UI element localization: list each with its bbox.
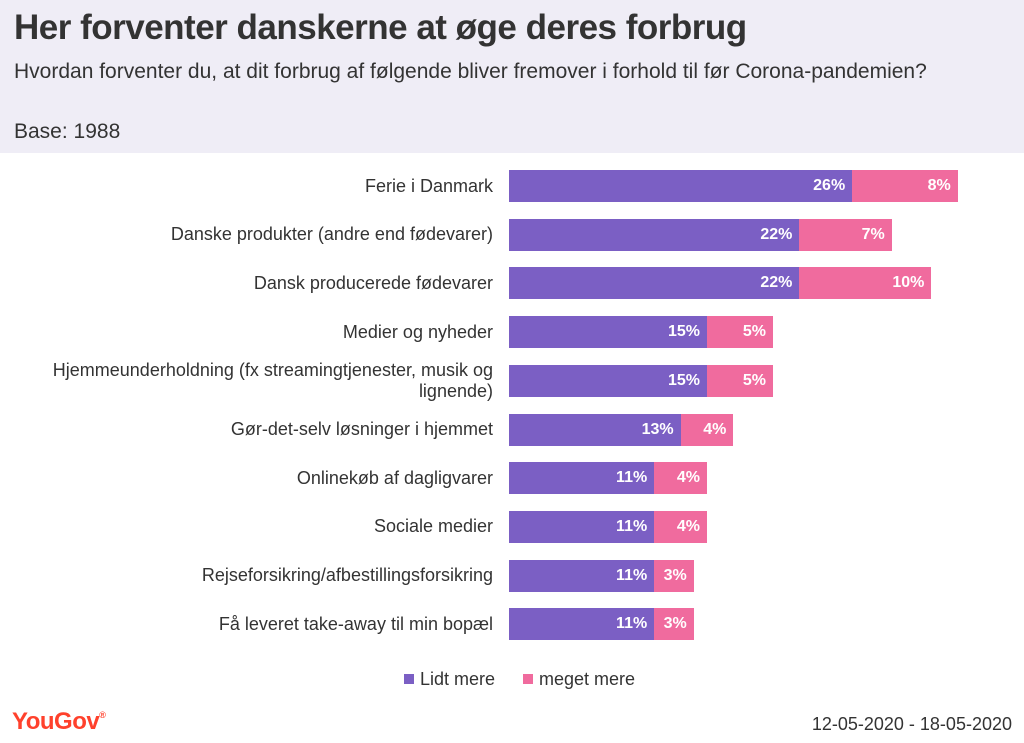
- bar-value-label: 26%: [813, 177, 846, 194]
- category-label: Rejseforsikring/afbestillingsforsikring: [201, 565, 493, 586]
- legend-label-meget-mere: meget mere: [539, 668, 636, 689]
- category-label: Hjemmeunderholdning (fx streamingtjenest…: [52, 359, 493, 401]
- bar-value-label: 11%: [616, 566, 648, 584]
- bar-value-label: 4%: [676, 517, 700, 535]
- legend-item-meget-mere: meget mere: [523, 667, 635, 691]
- bar-value-label: 8%: [927, 177, 951, 194]
- bar-lidt-mere: [509, 413, 681, 446]
- bar-value-label: 4%: [703, 420, 727, 438]
- bar-lidt-mere: [509, 559, 655, 592]
- bar-value-label: 15%: [667, 323, 700, 341]
- stacked-bar-chart: Ferie i Danmark 26% 8% Danske produkter (an…: [0, 153, 1024, 663]
- bar-meget-mere: [707, 316, 773, 349]
- bar-meget-mere: [654, 510, 707, 543]
- legend-item-lidt-mere: Lidt mere: [404, 667, 495, 691]
- base-count: Base: 1988: [14, 120, 121, 143]
- bar-lidt-mere: [509, 316, 707, 349]
- bar-meget-mere: [852, 170, 958, 202]
- bar-lidt-mere: [509, 218, 800, 251]
- bar-value-label: 22%: [760, 225, 793, 243]
- yougov-logo: YouGov®: [12, 708, 106, 735]
- bar-value-label: 3%: [663, 615, 687, 633]
- category-label: Medier og nyheder: [342, 321, 493, 342]
- bar-lidt-mere: [509, 267, 800, 300]
- category-label: Sociale medier: [373, 516, 493, 537]
- bar-value-label: 3%: [663, 566, 687, 584]
- category-label: Få leveret take-away til min bopæl: [218, 613, 493, 634]
- chart-subtitle: Hvordan forventer du, at dit forbrug af …: [14, 60, 927, 83]
- bar-meget-mere: [707, 364, 773, 397]
- bar-value-label: 4%: [676, 469, 700, 487]
- page-title: Her forventer danskerne at øge deres for…: [14, 8, 747, 47]
- bar-lidt-mere: [509, 608, 655, 641]
- bar-value-label: 11%: [616, 615, 648, 633]
- category-label: Dansk producerede fødevarer: [253, 272, 493, 293]
- header-banner: Her forventer danskerne at øge deres for…: [0, 0, 1024, 153]
- category-label: Ferie i Danmark: [364, 175, 493, 196]
- bar-meget-mere: [654, 559, 694, 592]
- bar-meget-mere: [799, 267, 932, 300]
- bar-lidt-mere: [509, 364, 707, 397]
- bar-meget-mere: [680, 413, 734, 446]
- bar-value-label: 15%: [667, 371, 700, 389]
- category-label: Gør-det-selv løsninger i hjemmet: [230, 419, 493, 439]
- legend-label-lidt-mere: Lidt mere: [420, 668, 496, 689]
- bar-meget-mere: [654, 462, 707, 495]
- bar-value-label: 13%: [641, 420, 674, 438]
- bar-lidt-mere: [509, 170, 853, 202]
- category-label: Danske produkter (andre end fødevarer): [170, 224, 493, 245]
- bar-value-label: 10%: [892, 274, 925, 292]
- legend-swatch-meget-mere: [523, 674, 533, 684]
- bar-lidt-mere: [509, 510, 655, 543]
- chart-legend: Lidt mere meget mere: [0, 667, 1024, 691]
- bar-value-label: 7%: [861, 225, 885, 243]
- bar-value-label: 5%: [742, 371, 766, 389]
- date-range: 12-05-2020 - 18-05-2020: [811, 714, 1012, 734]
- bar-value-label: 11%: [616, 517, 648, 535]
- bar-value-label: 5%: [742, 323, 766, 341]
- legend-swatch-lidt-mere: [404, 674, 414, 684]
- bar-value-label: 11%: [616, 469, 648, 487]
- category-label: Onlinekøb af dagligvarer: [296, 467, 493, 488]
- bar-meget-mere: [799, 218, 892, 251]
- bar-lidt-mere: [509, 462, 655, 495]
- bar-value-label: 22%: [760, 274, 793, 292]
- bar-meget-mere: [654, 608, 694, 641]
